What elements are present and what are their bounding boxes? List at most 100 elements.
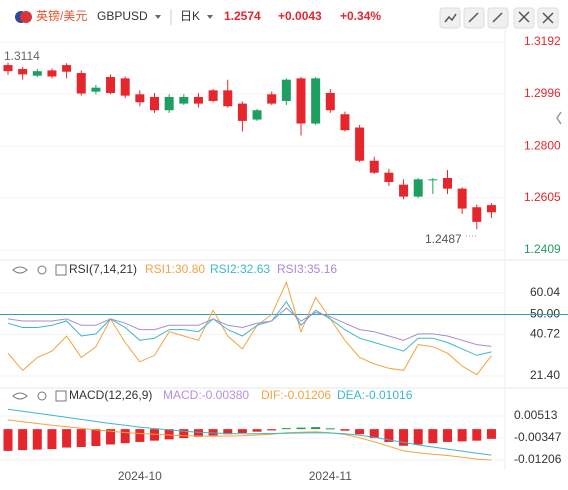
macd-bar (193, 429, 203, 437)
legend-entry: DEA:-0.01016 (337, 388, 413, 402)
gear-icon[interactable] (37, 265, 47, 275)
y-tick-label: -0.00347 (514, 430, 562, 444)
macd-bar (237, 429, 247, 433)
eye-icon[interactable] (12, 266, 28, 274)
candle-body (106, 77, 116, 93)
candle-body (3, 65, 13, 72)
price-change-pct: +0.34% (340, 9, 381, 23)
collapse-arrow[interactable] (556, 111, 562, 125)
macd-bar (267, 429, 277, 431)
candle-body (32, 71, 42, 76)
y-tick-label: -0.01206 (514, 452, 562, 466)
panel-title: RSI(7,14,21) (69, 262, 137, 276)
rsi-line (7, 280, 492, 376)
candle-body (223, 90, 233, 107)
macd-bar (252, 429, 262, 432)
candle-body (252, 110, 262, 120)
y-tick-label: 50.00 (530, 307, 560, 321)
legend-entry: RSI2:32.63 (210, 262, 270, 276)
macd-bar (311, 427, 321, 430)
candle-body (413, 179, 423, 197)
x-tick-label: 2024-10 (118, 469, 162, 483)
symbol[interactable]: GBPUSD (97, 9, 148, 23)
macd-bar (179, 429, 189, 439)
macd-line (7, 419, 492, 461)
macd-bar (413, 429, 423, 445)
toolbar-icons (444, 11, 554, 24)
macd-line (7, 408, 492, 456)
y-tick-label: 40.72 (530, 327, 560, 341)
pair-name[interactable]: 英镑/美元 (36, 8, 87, 23)
candle-body (325, 92, 335, 111)
low-annotation: 1.2487 (425, 232, 462, 246)
legend-entry: RSI1:30.80 (145, 262, 205, 276)
panel-icons (12, 264, 67, 402)
macd-bar (355, 429, 365, 435)
candle-body (179, 96, 189, 104)
candle-body (428, 179, 438, 181)
plus-icon[interactable] (55, 390, 67, 402)
macd-bar (369, 429, 379, 439)
candle-body (340, 114, 350, 131)
candle-body (311, 78, 321, 124)
macd-bar (18, 429, 28, 451)
rsi-line (7, 307, 492, 347)
macd-bar (457, 429, 467, 442)
candle-body (120, 78, 130, 96)
price: 1.2574 (224, 9, 261, 23)
candle-body (399, 184, 409, 197)
macd-bar (384, 429, 394, 442)
candle-body (457, 188, 467, 209)
period[interactable]: 日K (180, 9, 200, 23)
macd-bar (208, 429, 218, 436)
macd-bar (443, 429, 452, 442)
candle-body (91, 87, 101, 92)
y-tick-label: 1.3192 (524, 34, 561, 48)
candle-body (384, 172, 394, 182)
gear-icon[interactable] (37, 391, 47, 401)
candle-body (164, 96, 174, 111)
candle-body (193, 96, 203, 104)
macd-bar (296, 427, 306, 430)
candle-body (443, 178, 452, 189)
candle-body (47, 70, 57, 77)
toolbar (439, 7, 559, 29)
y-tick-label: 1.2409 (524, 242, 561, 256)
macd-bar (399, 429, 409, 446)
panel-title: MACD(12,26,9) (69, 388, 152, 402)
plus-icon[interactable] (55, 264, 67, 276)
macd-bar (164, 429, 174, 440)
macd-bar (150, 429, 159, 441)
candle-body (237, 103, 247, 121)
candle-body (486, 205, 496, 213)
y-tick-label: 1.2800 (524, 138, 561, 152)
price-change: +0.0043 (278, 9, 322, 23)
y-tick-label: 1.2605 (524, 190, 561, 204)
rsi-line (7, 300, 492, 356)
x-tick-label: 2024-11 (309, 469, 352, 483)
flag-icon (15, 11, 32, 23)
macd-bar (135, 429, 145, 442)
macd-bar (340, 429, 350, 431)
candle-body (76, 73, 86, 94)
macd-bar (32, 429, 42, 450)
y-tick-label: 60.04 (530, 285, 560, 299)
macd-bar (486, 429, 496, 439)
candle-body (135, 94, 145, 103)
high-annotation: 1.3114 (4, 49, 40, 63)
macd-bar (3, 429, 13, 451)
candle-body (208, 90, 218, 101)
legend-entry: DIF:-0.01206 (261, 388, 331, 402)
macd-bar (428, 429, 438, 444)
y-tick-label: 1.2996 (524, 86, 561, 100)
macd-bar (47, 429, 57, 450)
dropdown-icon[interactable] (155, 15, 161, 19)
candle-body (281, 79, 291, 101)
eye-icon[interactable] (12, 392, 28, 400)
macd-bar (76, 429, 86, 448)
candle-body (472, 207, 482, 222)
legend-entry: RSI3:35.16 (277, 262, 337, 276)
dropdown-icon[interactable] (207, 15, 213, 19)
candle-body (267, 94, 277, 104)
